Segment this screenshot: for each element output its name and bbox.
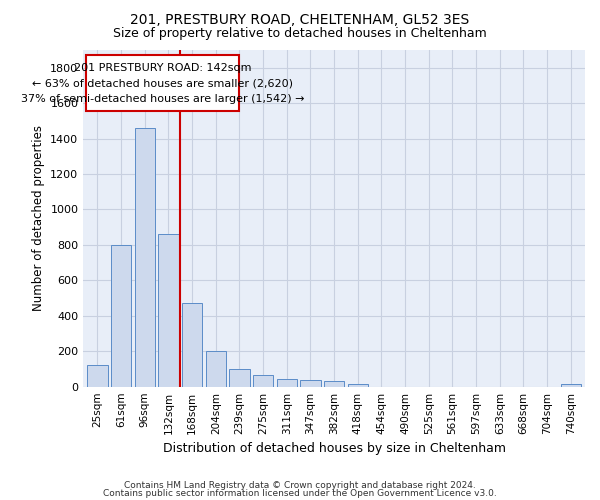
Bar xyxy=(88,366,107,386)
FancyBboxPatch shape xyxy=(86,56,239,111)
Text: 37% of semi-detached houses are larger (1,542) →: 37% of semi-detached houses are larger (… xyxy=(21,94,304,104)
Bar xyxy=(301,380,320,386)
Bar xyxy=(324,382,344,386)
Bar xyxy=(182,304,202,386)
Text: 201 PRESTBURY ROAD: 142sqm: 201 PRESTBURY ROAD: 142sqm xyxy=(74,63,251,73)
Bar xyxy=(135,128,155,386)
Bar xyxy=(561,384,581,386)
Text: ← 63% of detached houses are smaller (2,620): ← 63% of detached houses are smaller (2,… xyxy=(32,78,293,88)
Bar xyxy=(348,384,368,386)
Bar xyxy=(111,245,131,386)
Text: 201, PRESTBURY ROAD, CHELTENHAM, GL52 3ES: 201, PRESTBURY ROAD, CHELTENHAM, GL52 3E… xyxy=(130,12,470,26)
Bar xyxy=(206,351,226,386)
Text: Contains HM Land Registry data © Crown copyright and database right 2024.: Contains HM Land Registry data © Crown c… xyxy=(124,480,476,490)
Y-axis label: Number of detached properties: Number of detached properties xyxy=(32,126,45,312)
Text: Size of property relative to detached houses in Cheltenham: Size of property relative to detached ho… xyxy=(113,28,487,40)
X-axis label: Distribution of detached houses by size in Cheltenham: Distribution of detached houses by size … xyxy=(163,442,506,455)
Bar xyxy=(229,369,250,386)
Bar xyxy=(158,234,179,386)
Bar xyxy=(277,378,297,386)
Text: Contains public sector information licensed under the Open Government Licence v3: Contains public sector information licen… xyxy=(103,489,497,498)
Bar xyxy=(253,375,273,386)
